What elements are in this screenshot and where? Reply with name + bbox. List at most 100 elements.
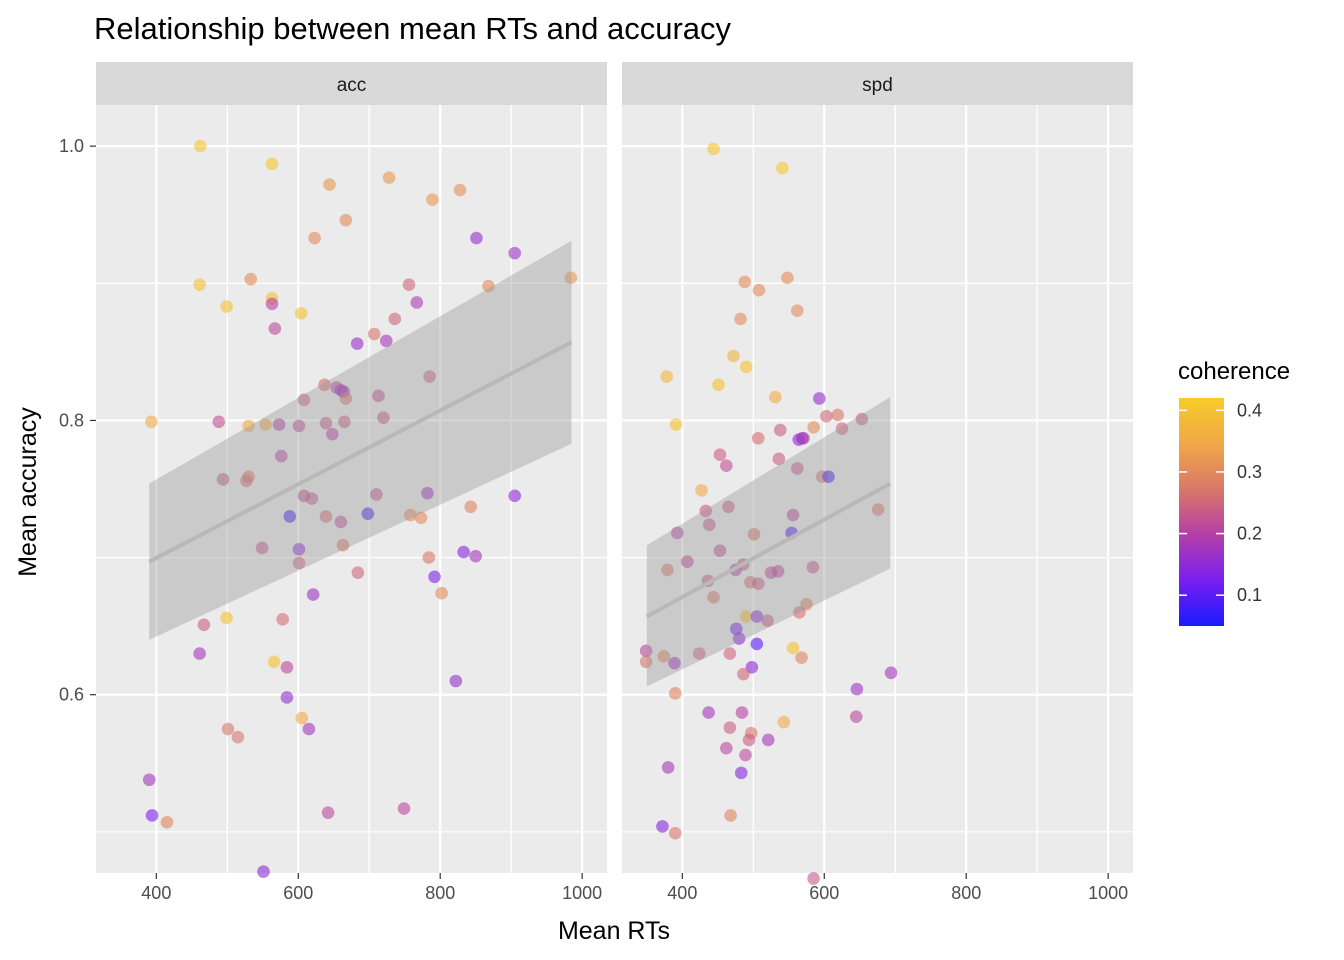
y-axis-title: Mean accuracy (14, 407, 42, 577)
scatter-point (428, 570, 441, 584)
scatter-point (220, 611, 233, 625)
scatter-point (773, 423, 787, 437)
scatter-point (274, 449, 288, 463)
scatter-point (470, 231, 483, 245)
scatter-point (306, 588, 320, 601)
scatter-point (469, 549, 483, 563)
scatter-point (795, 431, 809, 445)
scatter-point (265, 297, 279, 311)
scatter-point (305, 492, 319, 505)
scatter-point (351, 566, 365, 579)
scatter-point (855, 412, 869, 426)
scatter-point (308, 231, 321, 245)
scatter-point (338, 415, 351, 429)
scatter-point (276, 612, 289, 626)
scatter-point (713, 448, 727, 462)
scatter-point (820, 410, 833, 423)
facet-strip-label: spd (862, 75, 893, 96)
scatter-point (292, 543, 306, 556)
legend-tick-label: 0.4 (1237, 400, 1262, 420)
scatter-point (339, 392, 353, 405)
scatter-point (259, 418, 272, 431)
scatter-point (323, 178, 336, 191)
y-axis-ticks: 0.6 0.8 1.0 (59, 136, 96, 705)
smooth-confidence-band (646, 397, 891, 687)
scatter-point (240, 474, 253, 488)
scatter-point (280, 691, 294, 704)
scatter-point (727, 349, 740, 363)
scatter-point (435, 586, 448, 600)
scatter-point (464, 500, 478, 514)
scatter-point (702, 706, 715, 719)
chart-title: Relationship between mean RTs and accura… (94, 11, 732, 46)
scatter-point (786, 508, 800, 522)
scatter-point (244, 272, 258, 286)
facet-strip (96, 62, 607, 105)
scatter-point (661, 761, 675, 774)
color-legend: coherence 0.1 0.2 0.3 0.4 (1178, 358, 1290, 626)
scatter-point (292, 556, 306, 570)
scatter-point (402, 278, 416, 291)
scatter-point (761, 733, 775, 747)
legend-color-bar (1179, 398, 1224, 626)
scatter-point (791, 462, 804, 475)
scatter-point (220, 300, 233, 313)
scatter-point (742, 733, 756, 747)
scatter-point (280, 660, 294, 674)
scatter-point (426, 193, 439, 206)
scatter-point (772, 452, 786, 466)
scatter-point (339, 213, 353, 227)
x-tick-label: 400 (667, 883, 697, 903)
scatter-point (668, 656, 681, 670)
scatter-point (370, 488, 383, 501)
scatter-point (807, 420, 820, 434)
scatter-point (822, 470, 835, 483)
scatter-point (292, 419, 306, 433)
scatter-point (319, 416, 333, 430)
scatter-point (807, 872, 820, 885)
scatter-point (268, 322, 282, 335)
scatter-point (508, 246, 522, 260)
scatter-point (771, 564, 785, 578)
scatter-point (750, 637, 764, 651)
scatter-point (231, 730, 245, 744)
x-axis-title: Mean RTs (558, 917, 670, 945)
scatter-point (423, 370, 436, 383)
x-tick-label: 800 (425, 883, 455, 903)
scatter-point (699, 504, 713, 518)
facet-panel-spd: spd 400 600 800 1000 (622, 62, 1133, 903)
scatter-point (294, 307, 308, 320)
scatter-point (732, 632, 746, 645)
scatter-point (723, 647, 737, 660)
legend-title: coherence (1178, 358, 1290, 385)
y-tick-label: 0.8 (59, 410, 84, 430)
scatter-point (410, 296, 424, 309)
x-tick-label: 600 (809, 883, 839, 903)
scatter-point (751, 577, 765, 590)
scatter-point (695, 484, 708, 497)
scatter-point (849, 710, 863, 723)
facet-panels: acc 400 600 800 1000 spd 400 600 800 1000 (96, 62, 1133, 903)
scatter-point (160, 815, 174, 829)
scatter-point (752, 283, 766, 297)
scatter-point (671, 526, 684, 540)
scatter-point (739, 360, 753, 374)
scatter-point (693, 647, 706, 660)
scatter-point (712, 378, 725, 392)
scatter-point (216, 473, 230, 486)
scatter-point (404, 508, 417, 522)
scatter-point (735, 706, 749, 719)
scatter-point (242, 419, 255, 433)
scatter-point (453, 183, 467, 197)
scatter-point (777, 715, 791, 729)
scatter-point (367, 327, 381, 341)
scatter-point (319, 510, 333, 523)
scatter-point (283, 510, 297, 523)
scatter-point (267, 655, 281, 669)
scatter-point (884, 666, 898, 680)
facet-strip-label: acc (337, 75, 367, 96)
scatter-point (657, 650, 671, 663)
scatter-point (350, 337, 364, 350)
scatter-point (334, 515, 348, 529)
scatter-point (639, 644, 653, 658)
